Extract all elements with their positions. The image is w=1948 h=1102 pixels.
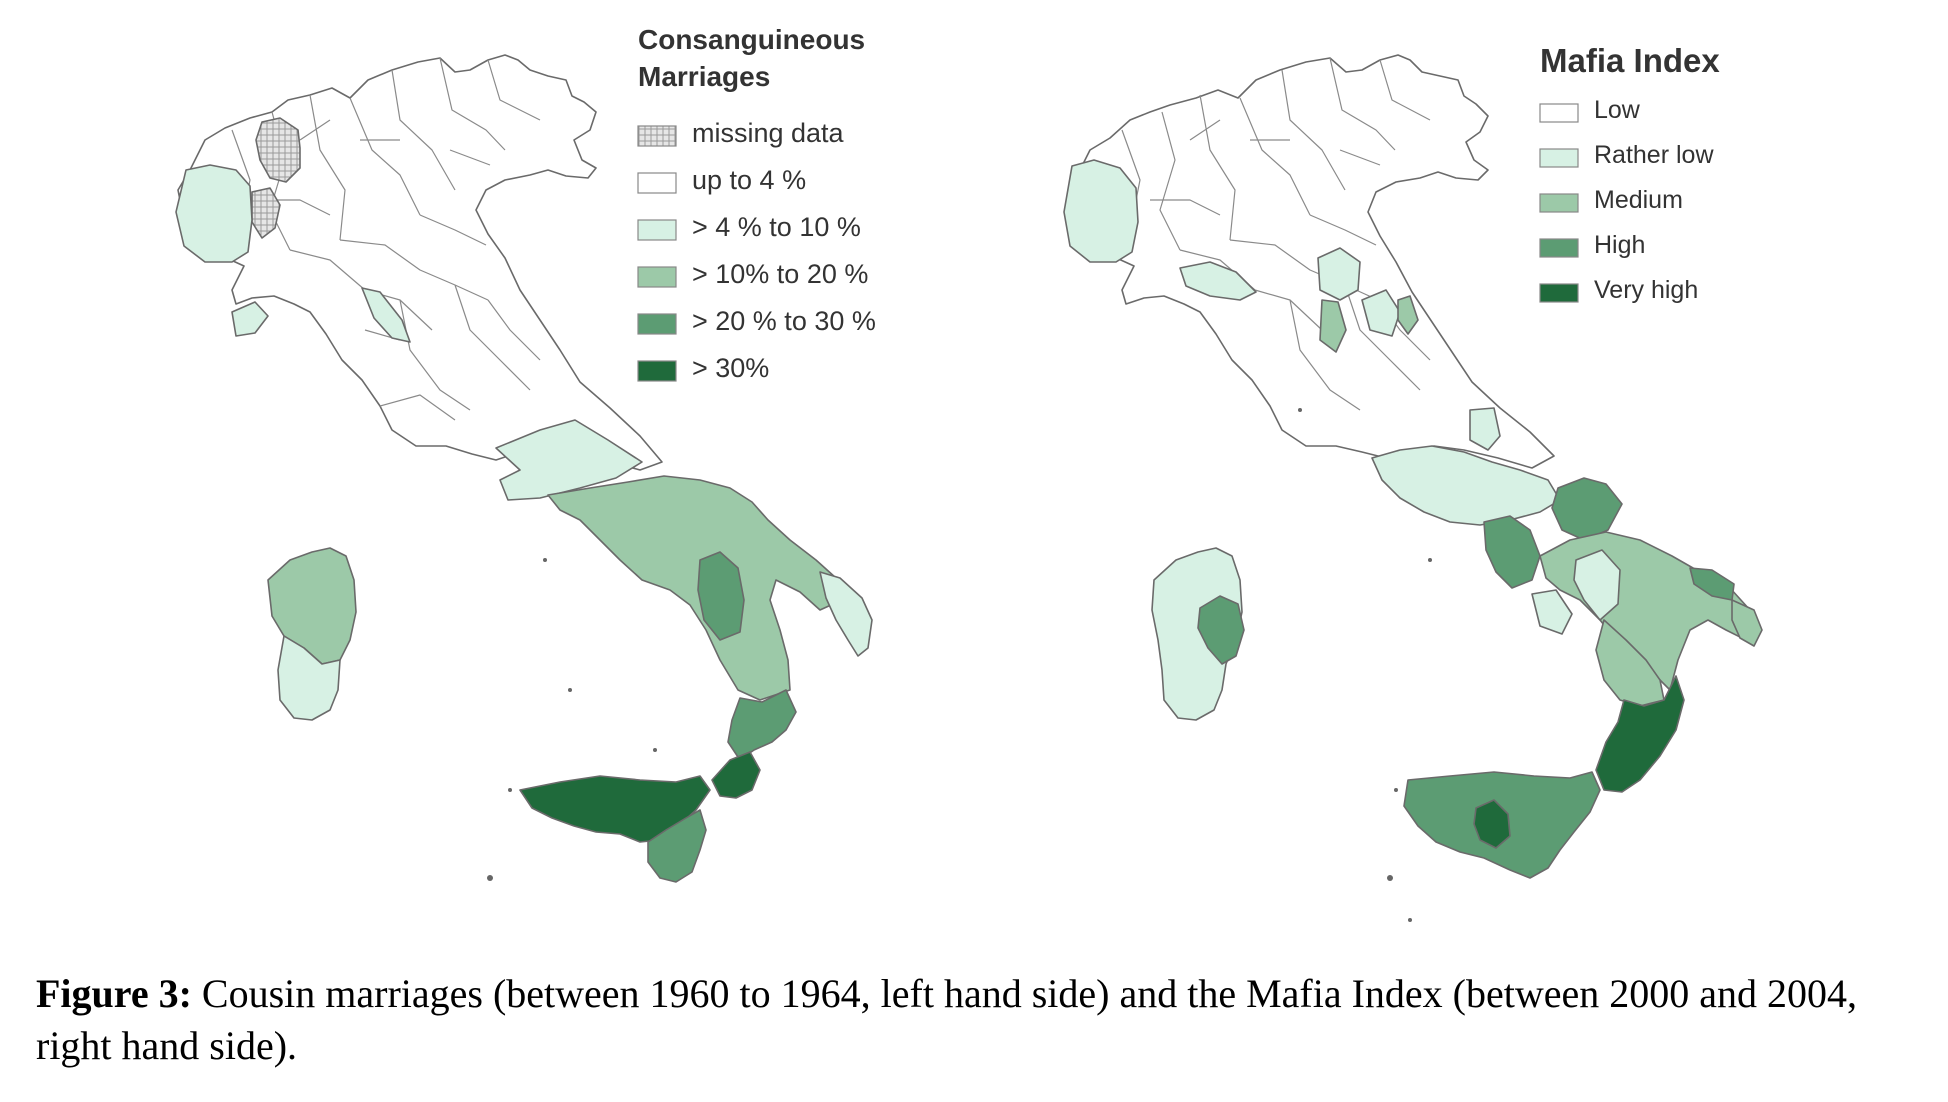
right-mainland <box>1063 54 1763 793</box>
left-sardinia <box>267 547 357 721</box>
caption-label: Figure 3: <box>36 971 192 1016</box>
left-north-italy <box>177 54 663 471</box>
left-sardinia-north <box>267 547 357 665</box>
right-marche-light <box>1361 289 1401 337</box>
right-legend-item-swatch <box>1539 148 1579 168</box>
right-legend-item-label: Medium <box>1594 186 1683 214</box>
left-missing-region-1 <box>255 117 301 183</box>
right-legend-item-swatch <box>1539 193 1579 213</box>
left-central-light <box>495 419 643 501</box>
right-lazio-light <box>1371 445 1561 526</box>
right-marche-medium <box>1397 295 1419 335</box>
right-sardinia-high <box>1197 595 1245 665</box>
right-toscana-light <box>1469 407 1501 451</box>
right-puglia-heel-medium <box>1731 599 1763 647</box>
right-legend-item-swatch <box>1539 238 1579 258</box>
right-north-italy <box>1067 54 1555 469</box>
left-south-medium <box>547 475 843 701</box>
left-legend-item-label: missing data <box>692 118 845 148</box>
left-legend-item-label: > 20 % to 30 % <box>692 306 876 336</box>
right-legend: Mafia Index Low Rather low Medium High Very … <box>1539 42 1720 304</box>
right-nw-light <box>1063 159 1139 263</box>
left-sicily <box>519 775 711 883</box>
right-emilia-medium <box>1319 299 1347 353</box>
right-small-islands <box>1298 408 1432 922</box>
right-legend-title: Mafia Index <box>1540 42 1720 79</box>
left-province-borders <box>231 57 541 421</box>
left-nw-light <box>175 164 253 263</box>
left-legend-item-swatch <box>637 360 677 382</box>
left-legend-item-label: > 4 % to 10 % <box>692 212 861 242</box>
right-legend-item-label: Very high <box>1594 276 1698 304</box>
left-liguria-light <box>231 301 269 337</box>
right-map: Mafia Index Low Rather low Medium High Very … <box>1063 42 1763 922</box>
left-small-islands <box>487 558 657 881</box>
left-legend-item-label: > 30% <box>692 353 769 383</box>
right-calabria-very-high <box>1595 675 1685 793</box>
right-sardinia <box>1151 547 1245 721</box>
left-mainland <box>175 54 873 799</box>
left-legend-item-swatch <box>637 125 677 147</box>
left-calabria-upper <box>727 689 797 761</box>
right-legend-item-swatch <box>1539 283 1579 303</box>
right-legend-items: Low Rather low Medium High Very high <box>1539 96 1714 304</box>
right-basilicata-light <box>1573 549 1621 621</box>
right-emilia-light <box>1317 247 1361 301</box>
right-legend-item-label: Low <box>1594 96 1641 124</box>
right-basilicata-light-2 <box>1531 589 1573 635</box>
left-legend-item-label: > 10% to 20 % <box>692 259 868 289</box>
right-legend-item-label: High <box>1594 231 1645 259</box>
left-map: Consanguineous Marriages missing data up … <box>175 24 876 883</box>
left-legend: Consanguineous Marriages missing data up … <box>637 24 876 383</box>
left-calabria-lower <box>711 751 761 799</box>
left-sardinia-south <box>277 635 341 721</box>
right-legend-item-swatch <box>1539 103 1579 123</box>
caption-text: Cousin marriages (between 1960 to 1964, … <box>36 971 1858 1068</box>
left-legend-item-swatch <box>637 172 677 194</box>
left-legend-item-label: up to 4 % <box>692 165 806 195</box>
right-puglia-north-high <box>1551 477 1623 541</box>
left-legend-item-swatch <box>637 313 677 335</box>
left-legend-item-swatch <box>637 266 677 288</box>
left-legend-items: missing data up to 4 % > 4 % to 10 % > 10% … <box>637 118 876 383</box>
left-puglia-heel <box>819 571 873 657</box>
right-campania-high <box>1483 515 1541 589</box>
left-tuscan-strip <box>361 287 411 343</box>
figure-caption: Figure 3: Cousin marriages (between 1960… <box>36 968 1926 1072</box>
right-sardinia-light <box>1151 547 1243 721</box>
left-legend-title-line-1: Consanguineous <box>638 24 865 55</box>
right-liguria-light <box>1179 261 1257 301</box>
left-legend-title-line-2: Marriages <box>638 61 770 92</box>
left-basilicata-dark <box>697 551 745 641</box>
right-sicily-very-high <box>1473 799 1511 849</box>
right-legend-item-label: Rather low <box>1594 141 1714 169</box>
right-sicily <box>1403 771 1601 879</box>
left-sicily-east <box>647 809 707 883</box>
left-legend-item-swatch <box>637 219 677 241</box>
